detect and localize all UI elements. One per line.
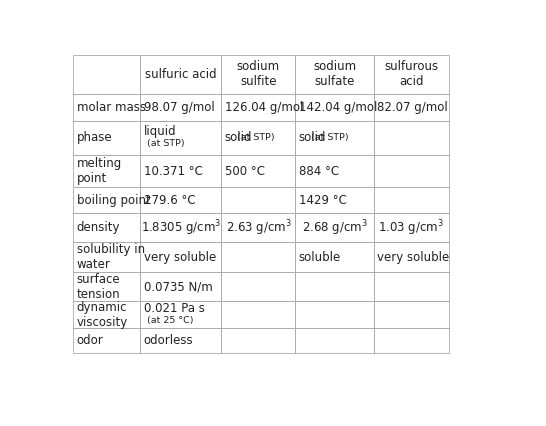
Text: solid: solid: [299, 131, 327, 144]
Bar: [295, 94, 374, 121]
Text: phase: phase: [76, 131, 112, 144]
Text: molar mass: molar mass: [76, 101, 146, 114]
Bar: [140, 94, 222, 121]
Text: (at 25 °C): (at 25 °C): [147, 316, 193, 325]
Bar: [73, 155, 140, 187]
Text: odor: odor: [76, 334, 103, 347]
Bar: [140, 302, 222, 328]
Bar: [295, 55, 374, 94]
Text: 500 °C: 500 °C: [225, 165, 265, 178]
Bar: [73, 94, 140, 121]
Text: melting
point: melting point: [76, 157, 122, 185]
Bar: [222, 213, 295, 242]
Bar: [222, 328, 295, 353]
Text: soluble: soluble: [299, 250, 341, 264]
Text: 279.6 °C: 279.6 °C: [144, 194, 195, 207]
Text: 2.68 g/cm$^{3}$: 2.68 g/cm$^{3}$: [302, 218, 367, 238]
Bar: [295, 121, 374, 155]
Text: surface
tension: surface tension: [76, 273, 120, 301]
Text: density: density: [76, 222, 120, 234]
Bar: [374, 328, 449, 353]
Bar: [222, 302, 295, 328]
Bar: [73, 121, 140, 155]
Text: 1.03 g/cm$^{3}$: 1.03 g/cm$^{3}$: [378, 218, 444, 238]
Text: (at STP): (at STP): [311, 133, 348, 142]
Bar: [222, 187, 295, 213]
Bar: [140, 55, 222, 94]
Bar: [295, 187, 374, 213]
Bar: [140, 213, 222, 242]
Bar: [222, 272, 295, 302]
Bar: [73, 272, 140, 302]
Bar: [222, 242, 295, 272]
Bar: [374, 302, 449, 328]
Bar: [73, 328, 140, 353]
Bar: [140, 328, 222, 353]
Text: sulfuric acid: sulfuric acid: [145, 68, 217, 81]
Text: 0.021 Pa s: 0.021 Pa s: [144, 302, 204, 315]
Bar: [222, 55, 295, 94]
Bar: [73, 242, 140, 272]
Text: 0.0735 N/m: 0.0735 N/m: [144, 280, 212, 293]
Text: (at STP): (at STP): [237, 133, 275, 142]
Bar: [295, 272, 374, 302]
Bar: [73, 187, 140, 213]
Bar: [73, 213, 140, 242]
Bar: [295, 213, 374, 242]
Text: 98.07 g/mol: 98.07 g/mol: [144, 101, 215, 114]
Bar: [374, 155, 449, 187]
Text: liquid: liquid: [144, 126, 176, 138]
Text: boiling point: boiling point: [76, 194, 151, 207]
Bar: [374, 187, 449, 213]
Bar: [140, 187, 222, 213]
Text: (at STP): (at STP): [147, 138, 185, 148]
Bar: [140, 272, 222, 302]
Text: solid: solid: [225, 131, 252, 144]
Bar: [295, 155, 374, 187]
Bar: [222, 121, 295, 155]
Bar: [374, 55, 449, 94]
Text: sulfurous
acid: sulfurous acid: [384, 60, 438, 89]
Text: solubility in
water: solubility in water: [76, 243, 145, 271]
Text: very soluble: very soluble: [377, 250, 449, 264]
Text: 2.63 g/cm$^{3}$: 2.63 g/cm$^{3}$: [225, 218, 292, 238]
Bar: [73, 55, 140, 94]
Text: 1429 °C: 1429 °C: [299, 194, 347, 207]
Bar: [374, 94, 449, 121]
Text: 10.371 °C: 10.371 °C: [144, 165, 203, 178]
Text: 142.04 g/mol: 142.04 g/mol: [299, 101, 377, 114]
Text: 126.04 g/mol: 126.04 g/mol: [225, 101, 303, 114]
Bar: [374, 121, 449, 155]
Text: sodium
sulfite: sodium sulfite: [237, 60, 280, 89]
Bar: [374, 242, 449, 272]
Bar: [140, 121, 222, 155]
Bar: [73, 302, 140, 328]
Bar: [222, 94, 295, 121]
Text: dynamic
viscosity: dynamic viscosity: [76, 301, 128, 329]
Text: very soluble: very soluble: [144, 250, 216, 264]
Bar: [374, 213, 449, 242]
Bar: [140, 242, 222, 272]
Text: 1.8305 g/cm$^{3}$: 1.8305 g/cm$^{3}$: [140, 218, 221, 238]
Text: 82.07 g/mol: 82.07 g/mol: [377, 101, 448, 114]
Bar: [374, 272, 449, 302]
Text: sodium
sulfate: sodium sulfate: [313, 60, 356, 89]
Text: odorless: odorless: [144, 334, 193, 347]
Bar: [222, 155, 295, 187]
Bar: [295, 242, 374, 272]
Bar: [295, 328, 374, 353]
Bar: [295, 302, 374, 328]
Bar: [140, 155, 222, 187]
Text: 884 °C: 884 °C: [299, 165, 339, 178]
